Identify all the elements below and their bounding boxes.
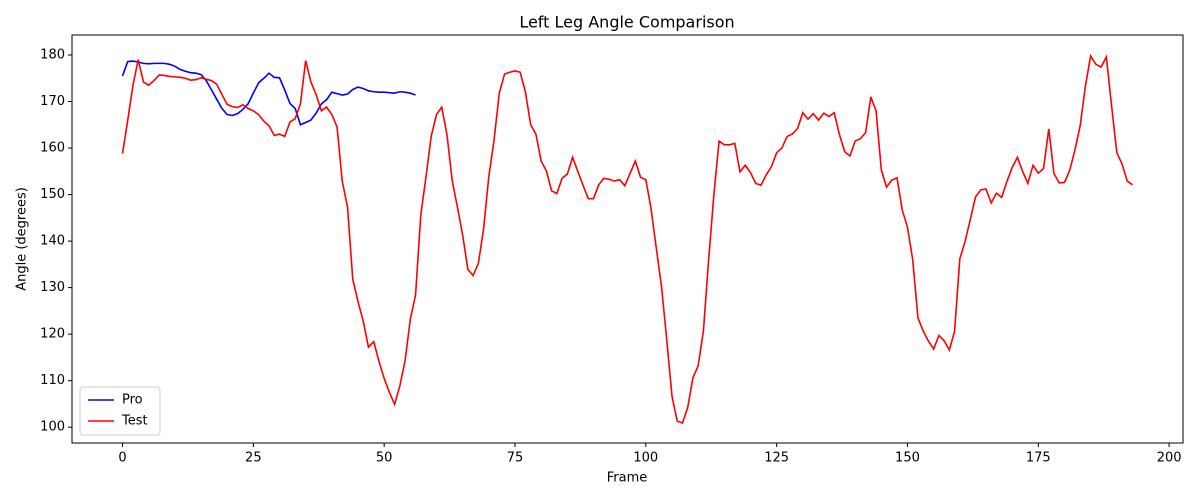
x-tick-label: 75: [507, 451, 524, 466]
x-tick-label: 150: [895, 451, 920, 466]
y-tick-label: 110: [40, 373, 65, 388]
legend-label: Pro: [122, 393, 143, 408]
x-tick-label: 50: [376, 451, 393, 466]
x-axis-label: Frame: [607, 471, 648, 486]
legend-label: Test: [121, 414, 148, 429]
y-tick-label: 170: [40, 94, 65, 109]
y-axis-label: Angle (degrees): [15, 187, 30, 291]
legend-box: [79, 386, 161, 436]
chart-title: Left Leg Angle Comparison: [519, 13, 734, 32]
x-tick-label: 175: [1026, 451, 1051, 466]
data-line: [121, 53, 1133, 425]
y-tick-label: 130: [40, 280, 65, 295]
x-tick-label: 200: [1157, 451, 1182, 466]
plot-frame: [71, 34, 1184, 444]
y-tick-label: 140: [40, 234, 65, 249]
y-tick-label: 180: [40, 48, 65, 63]
y-tick-label: 100: [40, 420, 65, 435]
x-tick-label: 0: [118, 451, 126, 466]
y-tick-label: 150: [40, 187, 65, 202]
x-tick-label: 25: [245, 451, 262, 466]
y-tick-label: 120: [40, 327, 65, 342]
data-line: [121, 60, 416, 126]
y-tick-label: 160: [40, 141, 65, 156]
x-tick-label: 125: [764, 451, 789, 466]
x-tick-label: 100: [633, 451, 658, 466]
